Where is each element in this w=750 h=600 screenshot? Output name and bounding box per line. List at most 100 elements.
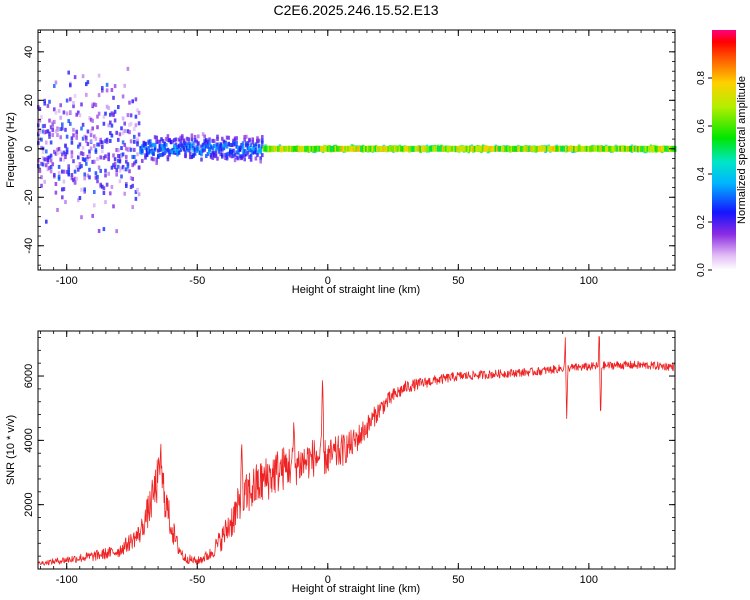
spectrogram-cell bbox=[45, 149, 48, 154]
spectrogram-cell bbox=[147, 147, 150, 152]
spectrogram-cell bbox=[166, 134, 170, 139]
spectrogram-cell bbox=[54, 110, 58, 115]
spectrogram-cell bbox=[139, 150, 142, 155]
spectrogram-core-cell bbox=[277, 145, 280, 152]
spectrogram-cell bbox=[246, 150, 250, 155]
spectrogram-cell bbox=[249, 153, 253, 158]
spectrogram-cell bbox=[169, 149, 173, 154]
spectrogram-cell bbox=[166, 147, 170, 152]
spectrogram-core-cell bbox=[344, 145, 347, 152]
spectrogram-cell bbox=[213, 139, 216, 144]
spectrogram-cell bbox=[237, 146, 240, 151]
spectrogram-cell bbox=[93, 203, 96, 208]
spectrogram-cell bbox=[155, 135, 158, 140]
spectrogram-cell bbox=[150, 156, 154, 161]
spectrogram-cell bbox=[78, 113, 82, 118]
spectrogram-cell bbox=[144, 146, 147, 151]
spectrogram-cell bbox=[105, 82, 109, 87]
spectrogram-cell bbox=[88, 153, 91, 158]
spectrogram-core-cell bbox=[521, 145, 525, 152]
spectrogram-cell bbox=[40, 145, 43, 150]
spectrogram-cell bbox=[73, 169, 77, 174]
spectrogram-cell bbox=[51, 128, 54, 133]
spectrogram-core-cell bbox=[470, 145, 474, 152]
spectrogram-core-cell bbox=[614, 145, 618, 152]
spectrogram-core-cell bbox=[371, 145, 374, 152]
spectrogram-cell bbox=[233, 158, 237, 163]
spectrogram-core-cell bbox=[281, 145, 285, 152]
spectrogram-cell bbox=[134, 123, 138, 128]
spectrogram-cell bbox=[85, 82, 88, 87]
spectrogram-cell bbox=[174, 145, 178, 150]
spectrogram-cell bbox=[104, 168, 107, 173]
spectrogram-cell bbox=[155, 160, 158, 165]
spectrogram-cell bbox=[67, 172, 70, 177]
spectrogram-cell bbox=[78, 195, 82, 200]
spectrogram-cell bbox=[70, 176, 74, 181]
spectrogram-cell bbox=[65, 169, 69, 174]
spectrogram-core-cell bbox=[467, 145, 470, 152]
spectrogram-core-cell bbox=[360, 145, 363, 152]
spectrogram-cell bbox=[261, 138, 264, 143]
spectrogram-cell bbox=[158, 153, 162, 158]
spectrogram-cell bbox=[198, 150, 202, 155]
spectrogram-core-cell bbox=[544, 145, 547, 152]
spectrogram-cell bbox=[160, 137, 163, 142]
spectrogram-core-cell bbox=[592, 145, 595, 152]
spectrogram-cell bbox=[65, 150, 69, 155]
spectrogram-cell bbox=[233, 152, 237, 157]
spectrogram-core-cell bbox=[577, 145, 581, 152]
spectrogram-cell bbox=[240, 142, 243, 147]
spectrogram-cell bbox=[241, 144, 245, 149]
spectrogram-cell bbox=[101, 184, 104, 189]
spectrogram-cell bbox=[81, 122, 85, 127]
spectrogram-core-cell bbox=[576, 145, 579, 152]
spectrogram-cell bbox=[46, 158, 50, 163]
spectrogram-cell bbox=[59, 135, 62, 140]
spectrogram-cell bbox=[112, 153, 115, 158]
spectrogram-cell bbox=[70, 173, 74, 178]
spectrogram-cell bbox=[81, 74, 85, 79]
spectrogram-cell bbox=[109, 131, 112, 136]
spectrogram-core-cell bbox=[358, 145, 362, 152]
spectrogram-core-cell bbox=[334, 145, 338, 152]
spectrogram-cell bbox=[104, 173, 107, 178]
spectrogram-cell bbox=[107, 157, 110, 162]
spectrogram-core-cell bbox=[328, 145, 331, 152]
spectrogram-cell bbox=[131, 176, 134, 181]
spectrogram-cell bbox=[256, 136, 259, 141]
spectrogram-core-cell bbox=[355, 145, 358, 152]
spectrogram-core-cell bbox=[453, 145, 456, 152]
spectrogram-core-cell bbox=[525, 145, 528, 152]
spectrogram-cell bbox=[168, 148, 171, 153]
spectrogram-core-cell bbox=[376, 145, 379, 152]
spectrogram-core-cell bbox=[534, 145, 538, 152]
spectrogram-cell bbox=[112, 95, 115, 100]
spectrogram-cell bbox=[137, 192, 141, 197]
spectrogram-cell bbox=[221, 147, 224, 152]
spectrogram-cell bbox=[59, 127, 62, 132]
spectrogram-cell bbox=[61, 126, 64, 131]
spectrogram-cell bbox=[64, 155, 67, 160]
spectrogram-cell bbox=[80, 102, 83, 107]
spectrogram-core-cell bbox=[401, 145, 405, 152]
spectrogram-cell bbox=[216, 142, 219, 147]
spectrogram-core-cell bbox=[507, 145, 510, 152]
spectrogram-cell bbox=[203, 141, 206, 146]
spectrogram-cell bbox=[110, 184, 114, 189]
spectrogram-cell bbox=[117, 164, 120, 169]
spectrogram-cell bbox=[89, 133, 93, 138]
spectrogram-cell bbox=[205, 154, 208, 159]
spectrogram-cell bbox=[171, 150, 174, 155]
spectrogram-cell bbox=[192, 153, 195, 158]
spectrogram-core-cell bbox=[630, 145, 634, 152]
spectrogram-core-cell bbox=[291, 145, 294, 152]
spectrogram-cell bbox=[59, 103, 62, 108]
spectrogram-cell bbox=[86, 80, 90, 85]
spectrogram-cell bbox=[107, 123, 110, 128]
spectrogram-core-cell bbox=[665, 145, 669, 152]
spectrogram-cell bbox=[121, 140, 125, 145]
spectrogram-cell bbox=[117, 105, 120, 110]
spectrogram-cell bbox=[257, 144, 261, 149]
